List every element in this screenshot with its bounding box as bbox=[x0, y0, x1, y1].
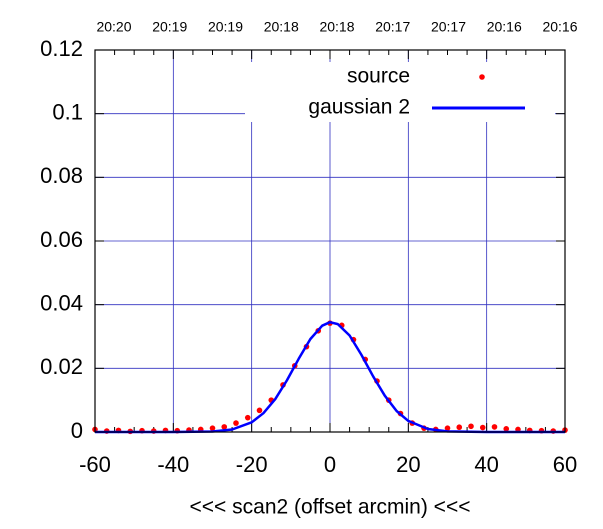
data-point bbox=[221, 424, 228, 430]
legend-box bbox=[245, 62, 555, 122]
plot-frame bbox=[94, 49, 566, 433]
y-tick-label: 0.1 bbox=[52, 99, 83, 124]
x-tick-label: 60 bbox=[553, 452, 577, 477]
data-point bbox=[256, 407, 263, 414]
x-tick-label: 40 bbox=[474, 452, 498, 477]
legend-label: source bbox=[347, 65, 410, 88]
top-label: 20:18 bbox=[264, 19, 299, 35]
data-point bbox=[444, 425, 451, 431]
top-label: 20:16 bbox=[487, 19, 522, 35]
x-tick-label: 20 bbox=[396, 452, 420, 477]
data-point bbox=[491, 424, 498, 430]
x-tick-label: 0 bbox=[324, 452, 336, 477]
x-tick-label: -20 bbox=[236, 452, 268, 477]
top-label: 20:18 bbox=[319, 19, 354, 35]
data-point bbox=[468, 423, 474, 430]
data-point bbox=[456, 424, 463, 431]
y-tick-label: 0.06 bbox=[40, 227, 83, 252]
top-label: 20:20 bbox=[96, 19, 131, 35]
top-label: 20:19 bbox=[152, 19, 187, 35]
x-axis-label: <<< scan2 (offset arcmin) <<< bbox=[190, 496, 471, 519]
x-tick-label: -40 bbox=[157, 452, 189, 477]
data-point bbox=[503, 426, 510, 432]
legend-marker bbox=[479, 74, 485, 80]
top-label: 20:17 bbox=[431, 19, 466, 35]
data-point bbox=[209, 425, 216, 431]
y-tick-label: 0.08 bbox=[40, 163, 83, 188]
data-point bbox=[244, 414, 251, 421]
legend-label: gaussian 2 bbox=[308, 96, 410, 119]
data-point bbox=[233, 420, 239, 426]
top-label: 20:16 bbox=[542, 19, 577, 35]
y-tick-label: 0.04 bbox=[40, 290, 83, 315]
top-label: 20:19 bbox=[208, 19, 243, 35]
y-tick-label: 0.12 bbox=[40, 36, 83, 61]
data-point bbox=[479, 424, 486, 431]
y-tick-label: 0 bbox=[71, 418, 83, 443]
y-tick-label: 0.02 bbox=[40, 354, 83, 379]
fit-line bbox=[95, 320, 565, 434]
top-label: 20:17 bbox=[375, 19, 410, 35]
x-tick-label: -60 bbox=[79, 452, 111, 477]
